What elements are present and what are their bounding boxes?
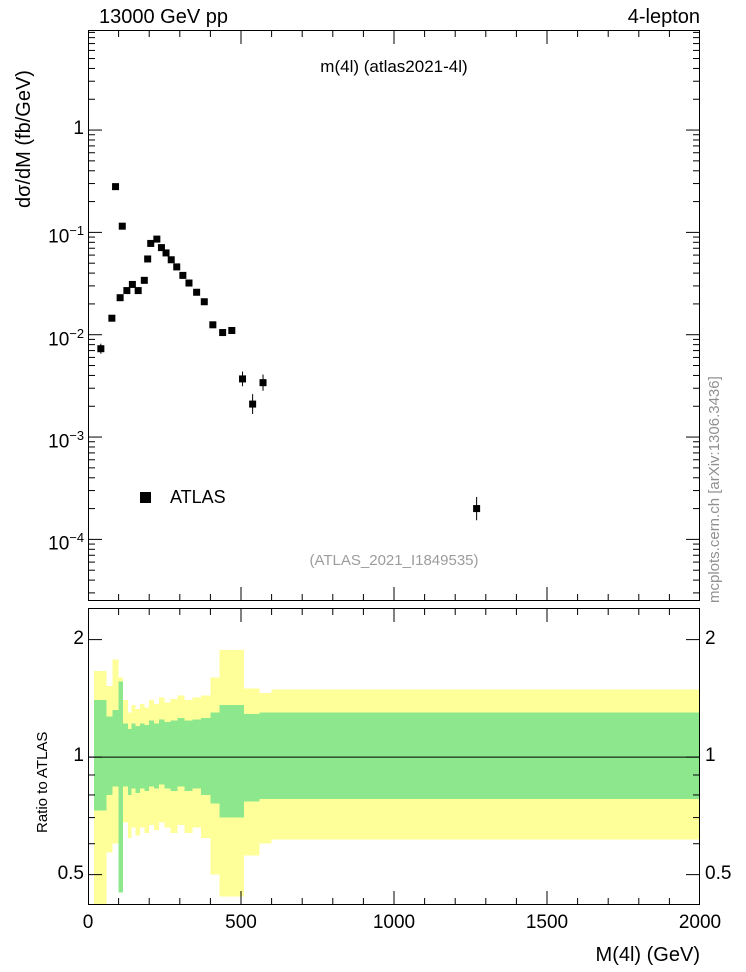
main-y-tick-label: 1: [73, 118, 84, 140]
ratio-y-tick-label: 2: [73, 627, 84, 649]
data-point-marker: [128, 280, 136, 288]
x-axis-ticks: [88, 30, 700, 601]
data-point-marker: [118, 222, 126, 230]
legend-label: ATLAS: [170, 487, 226, 507]
data-point-marker: [185, 279, 193, 287]
inner-band-segment: [149, 720, 155, 787]
inner-band-segment: [164, 722, 171, 789]
mcplots-arxiv-note: mcplots.cern.ch [arXiv:1306.3436]: [706, 376, 723, 603]
data-point-marker: [162, 249, 170, 257]
main-y-axis-title: dσ/dM (fb/GeV): [13, 70, 35, 208]
inner-band-segment: [112, 710, 119, 787]
x-tick-label: 1000: [372, 912, 416, 933]
analysis-id-watermark: (ATLAS_2021_I1849535): [309, 552, 479, 569]
data-point-marker: [157, 244, 165, 252]
inner-band-segment: [106, 716, 113, 795]
beam-energy-label: 13000 GeV pp: [99, 6, 228, 28]
ratio-y-axis-title: Ratio to ATLAS: [34, 731, 51, 833]
data-point-marker: [179, 271, 187, 279]
inner-band-segment: [131, 723, 136, 789]
data-point-marker: [144, 255, 152, 263]
data-point-marker: [134, 287, 142, 295]
data-point-marker: [249, 400, 257, 408]
data-point-marker: [153, 235, 161, 243]
data-point-marker: [167, 256, 175, 264]
data-point-marker: [123, 287, 131, 295]
data-point-marker: [173, 263, 181, 271]
x-tick-label: 1500: [525, 912, 569, 933]
inner-band-segment: [135, 726, 141, 793]
inner-band-segment: [140, 723, 145, 789]
inner-band-segment: [94, 700, 107, 811]
data-point-marker: [228, 326, 236, 334]
data-point-marker: [239, 375, 247, 383]
inner-band-segment: [192, 719, 202, 789]
inner-band-segment: [271, 712, 700, 800]
data-point-marker: [209, 321, 217, 329]
data-point-marker: [259, 379, 267, 387]
x-axis-title: M(4l) (GeV): [595, 944, 700, 966]
inner-band-segment: [118, 681, 123, 893]
ratio-y-tick-label: 0.5: [57, 862, 84, 884]
inner-band-segment: [154, 723, 159, 789]
main-y-axis-ticks: [88, 31, 700, 594]
main-y-tick-label: 10−2: [48, 325, 84, 351]
ratio-plot-frame: [88, 608, 700, 905]
ratio-y-tick-label-right: 1: [705, 745, 716, 767]
inner-band-segment: [201, 717, 211, 795]
data-point-marker: [473, 505, 481, 513]
inner-band-segment: [127, 729, 132, 795]
ratio-plot-svg: [88, 608, 700, 905]
inner-band-segment: [158, 719, 165, 785]
main-y-tick-label: 10−3: [48, 428, 84, 453]
atlas-data-series: [97, 183, 481, 521]
inner-band-segment: [122, 723, 128, 787]
data-point-marker: [193, 288, 201, 296]
x-axis-ticks: [88, 608, 700, 905]
data-point-marker: [112, 183, 120, 191]
data-point-marker: [140, 276, 148, 284]
ratio-y-tick-label-right: 2: [705, 627, 716, 649]
uncertainty-bands: [94, 650, 700, 905]
inner-band-segment: [144, 724, 150, 791]
inner-band-segment: [170, 720, 178, 791]
ratio-y-tick-label-right: 0.5: [705, 862, 732, 884]
x-tick-label: 500: [225, 912, 257, 933]
inner-band-segment: [244, 713, 260, 802]
ratio-y-tick-label: 1: [73, 745, 84, 767]
data-point-marker: [147, 239, 155, 247]
inner-band-segment: [219, 705, 245, 818]
main-y-tick-label: 10−1: [48, 223, 84, 248]
inner-band-segment: [177, 717, 185, 787]
inner-band-segment: [184, 720, 193, 791]
legend-marker-square: [140, 492, 151, 503]
data-point-marker: [116, 294, 124, 302]
inner-band-segment: [259, 712, 272, 800]
data-point-marker: [200, 298, 208, 306]
data-point-marker: [108, 314, 116, 322]
x-tick-label: 0: [82, 912, 94, 933]
process-label: 4-lepton: [627, 6, 700, 28]
main-y-tick-label: 10−4: [48, 530, 84, 555]
data-point-marker: [97, 345, 105, 353]
main-plot-svg: [88, 30, 700, 601]
plot-title: m(4l) (atlas2021-4l): [320, 57, 468, 76]
data-point-marker: [219, 329, 227, 337]
inner-band-segment: [210, 712, 220, 804]
ratio-y-axis-ticks: [88, 639, 700, 876]
main-plot-frame: [88, 30, 700, 601]
x-tick-label: 2000: [678, 912, 722, 933]
